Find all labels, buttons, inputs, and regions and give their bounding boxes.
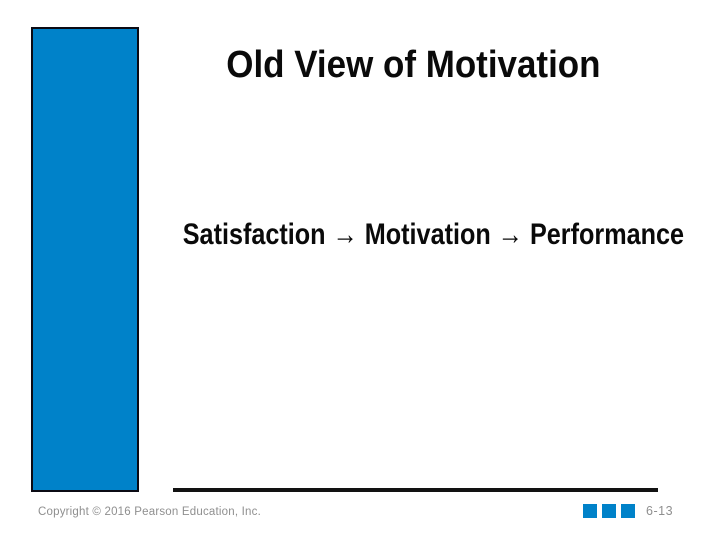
slide-title: Old View of Motivation (135, 42, 692, 88)
blue-square-icon (621, 504, 635, 518)
slide-body-text: Satisfaction → Motivation → Performance (135, 216, 692, 254)
slide-title-text: Old View of Motivation (226, 44, 601, 86)
page-marker-squares (583, 504, 635, 518)
slide-body-text-line: Satisfaction → Motivation → Performance (182, 218, 685, 251)
copyright-text: Copyright © 2016 Pearson Education, Inc. (38, 506, 261, 518)
blue-square-icon (583, 504, 597, 518)
page-number: 6-13 (646, 504, 674, 518)
blue-square-icon (602, 504, 616, 518)
decorative-blue-bar (31, 27, 139, 492)
footer-divider-line (173, 488, 658, 492)
